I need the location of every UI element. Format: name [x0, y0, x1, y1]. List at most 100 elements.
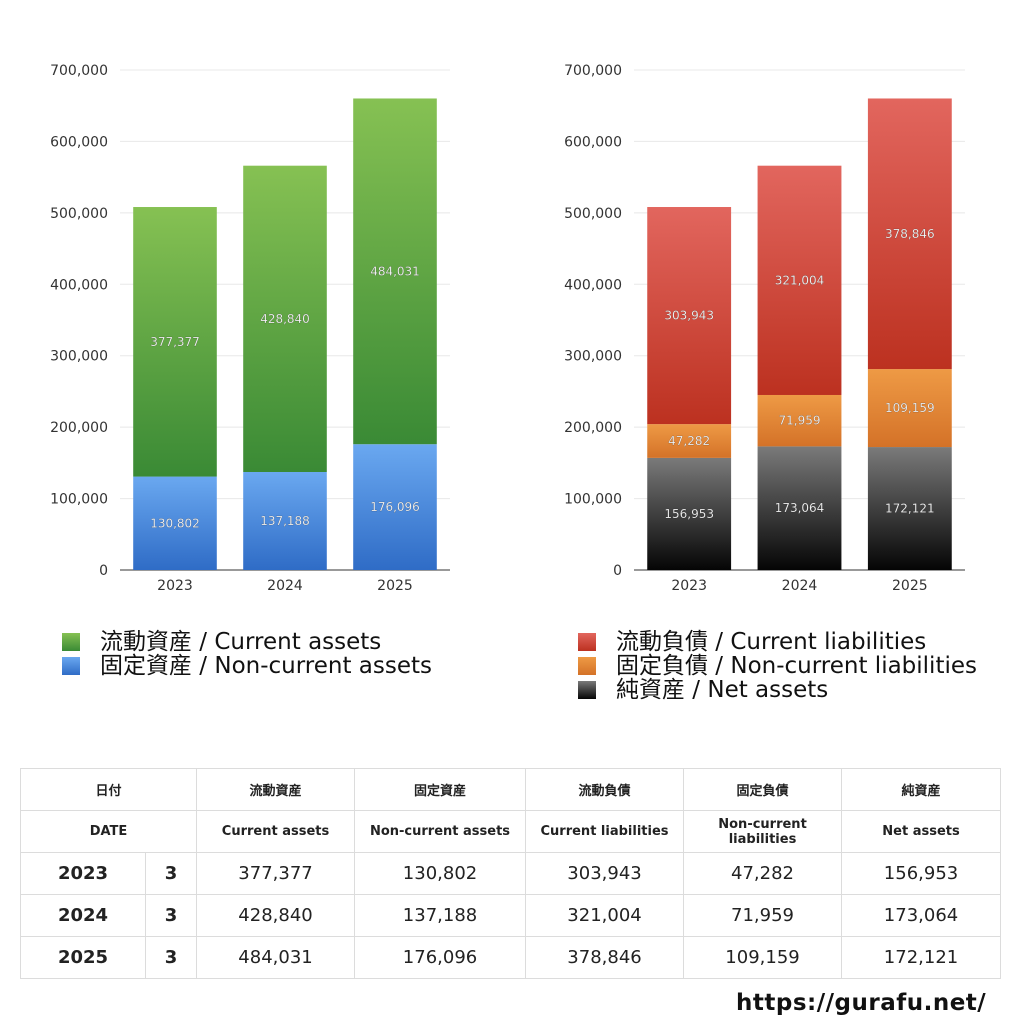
data-label: 428,840: [260, 312, 310, 326]
y-tick-label: 300,000: [564, 349, 622, 365]
liabilities-chart: 0 100,000 200,000 300,000 400,000 500,000 600,…: [564, 63, 965, 594]
data-label: 137,188: [260, 514, 310, 528]
table-header-non-current-assets-jp: 固定資産: [354, 768, 527, 811]
source-url[interactable]: https://gurafu.net/: [736, 990, 987, 1016]
table-cell: 47,282: [683, 852, 843, 895]
y-tick-label: 500,000: [50, 206, 108, 222]
table-cell: 137,188: [354, 894, 527, 937]
table-cell: 321,004: [525, 894, 685, 937]
table-cell-month: 3: [144, 936, 198, 979]
y-tick-label: 0: [99, 563, 108, 579]
table-row: 2024 3 428,840 137,188 321,004 71,959 17…: [20, 894, 1002, 937]
legend-item-net-assets: 純資産 / Net assets: [578, 678, 977, 702]
y-tick-label: 200,000: [50, 420, 108, 436]
data-label: 377,377: [150, 335, 200, 349]
bar-segment: [243, 472, 327, 570]
y-tick-label: 600,000: [50, 134, 108, 150]
bar-segment: [353, 98, 437, 445]
table-cell: 130,802: [354, 852, 527, 895]
bar-segment: [353, 444, 437, 570]
table-cell: 303,943: [525, 852, 685, 895]
table-cell: 176,096: [354, 936, 527, 979]
table-header-date-en: DATE: [19, 810, 198, 853]
legend-item-non-current-assets: 固定資産 / Non-current assets: [62, 654, 432, 678]
data-label: 303,943: [664, 309, 714, 323]
y-tick-label: 100,000: [50, 492, 108, 508]
table-cell: 173,064: [841, 894, 1002, 937]
bar-segment: [867, 369, 952, 448]
table-header-row-en: DATE Current assets Non-current assets C…: [19, 810, 1002, 853]
legend-swatch-current-liabilities: [578, 633, 596, 651]
bar-segment: [647, 457, 732, 570]
bar-segment: [647, 207, 732, 425]
x-tick-label: 2025: [377, 578, 413, 594]
table-header-non-current-assets-en: Non-current assets: [354, 810, 527, 853]
legend-item-current-assets: 流動資産 / Current assets: [62, 630, 432, 654]
data-label: 173,064: [775, 501, 825, 515]
legend-label-current-assets: 流動資産 / Current assets: [100, 629, 382, 655]
data-label: 378,846: [885, 227, 935, 241]
table-cell: 377,377: [196, 852, 356, 895]
table-header-current-assets-en: Current assets: [196, 810, 356, 853]
table-cell: 172,121: [841, 936, 1002, 979]
table-header-net-assets-en: Net assets: [841, 810, 1002, 853]
bar-segment: [133, 476, 217, 570]
legend-label-non-current-assets: 固定資産 / Non-current assets: [100, 653, 433, 679]
y-tick-label: 100,000: [564, 492, 622, 508]
table-header-date-jp: 日付: [19, 768, 198, 811]
bar-segment: [133, 207, 217, 477]
bar-segment: [243, 165, 327, 473]
data-label: 71,959: [779, 414, 821, 428]
bar-segment: [867, 98, 952, 370]
table-cell-month: 3: [144, 894, 198, 937]
legend-label-non-current-liabilities: 固定負債 / Non-current liabilities: [616, 653, 977, 679]
x-tick-label: 2024: [782, 578, 818, 594]
data-label: 172,121: [885, 502, 935, 516]
y-tick-label: 300,000: [50, 349, 108, 365]
liabilities-legend: 流動負債 / Current liabilities 固定負債 / Non-cu…: [578, 630, 977, 702]
table-cell: 156,953: [841, 852, 1002, 895]
legend-item-current-liabilities: 流動負債 / Current liabilities: [578, 630, 977, 654]
table-cell: 484,031: [196, 936, 356, 979]
data-label: 156,953: [664, 507, 714, 521]
table-header-current-assets-jp: 流動資産: [196, 768, 356, 811]
table-header-current-liabilities-en: Current liabilities: [525, 810, 685, 853]
y-tick-label: 200,000: [564, 420, 622, 436]
bar-segment: [867, 447, 952, 570]
data-label: 321,004: [775, 273, 825, 287]
data-label: 484,031: [370, 264, 420, 278]
table-row: 2025 3 484,031 176,096 378,846 109,159 1…: [20, 936, 1002, 979]
bar-segment: [757, 446, 842, 570]
legend-label-net-assets: 純資産 / Net assets: [616, 677, 829, 703]
y-tick-label: 400,000: [564, 277, 622, 293]
table-cell: 71,959: [683, 894, 843, 937]
bar-segment: [757, 165, 842, 395]
table-header-non-current-liabilities-en: Non-current liabilities: [683, 810, 843, 853]
bar-segment: [757, 394, 842, 447]
legend-item-non-current-liabilities: 固定負債 / Non-current liabilities: [578, 654, 977, 678]
bar-segment: [647, 424, 732, 458]
table-cell-year: 2025: [20, 936, 146, 979]
table-header-non-current-liabilities-jp: 固定負債: [683, 768, 843, 811]
x-tick-label: 2025: [892, 578, 928, 594]
table-cell-month: 3: [144, 852, 198, 895]
legend-label-current-liabilities: 流動負債 / Current liabilities: [616, 629, 927, 655]
table-header-current-liabilities-jp: 流動負債: [525, 768, 685, 811]
table-cell: 428,840: [196, 894, 356, 937]
table-cell: 109,159: [683, 936, 843, 979]
table-header-row-jp: 日付 流動資産 固定資産 流動負債 固定負債 純資産: [19, 768, 1002, 811]
x-tick-label: 2023: [671, 578, 707, 594]
data-label: 109,159: [885, 401, 935, 415]
assets-legend: 流動資産 / Current assets 固定資産 / Non-current…: [62, 630, 432, 678]
legend-swatch-net-assets: [578, 681, 596, 699]
table-cell-year: 2024: [20, 894, 146, 937]
legend-swatch-non-current-assets: [62, 657, 80, 675]
y-tick-label: 700,000: [50, 63, 108, 79]
data-label: 47,282: [668, 434, 710, 448]
balance-sheet-table: 日付 流動資産 固定資産 流動負債 固定負債 純資産 DATE Current …: [19, 768, 1002, 979]
assets-chart: 0 100,000 200,000 300,000 400,000 500,000 600,…: [50, 63, 450, 594]
legend-swatch-current-assets: [62, 633, 80, 651]
y-tick-label: 700,000: [564, 63, 622, 79]
table-cell: 378,846: [525, 936, 685, 979]
y-tick-label: 400,000: [50, 277, 108, 293]
